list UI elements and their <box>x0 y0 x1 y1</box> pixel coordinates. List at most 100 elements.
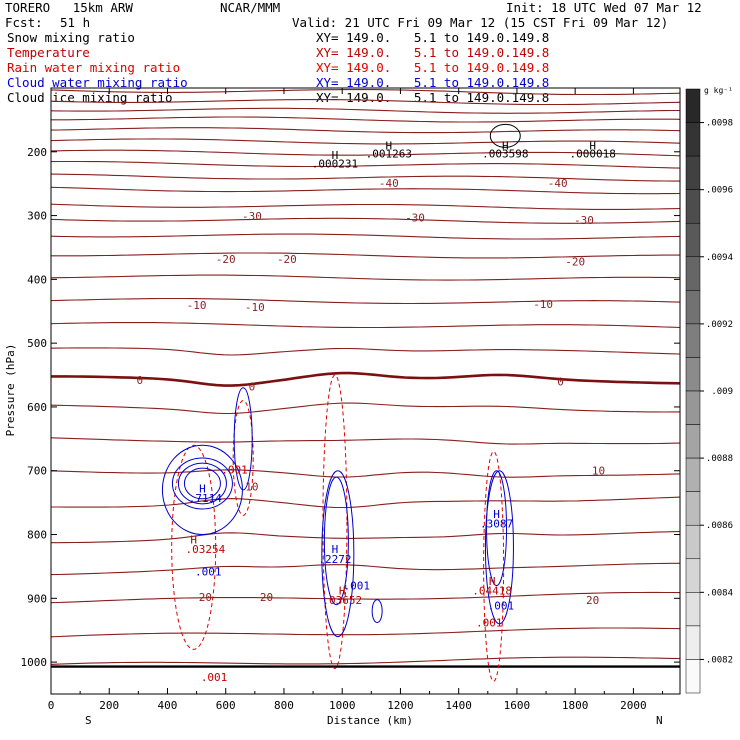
temperature-contour <box>51 233 680 240</box>
temperature-contour <box>51 127 680 134</box>
temperature-label: -20 <box>565 256 585 269</box>
x-axis: 0 200 400 600 800 1000 1200 1400 1600 1800 2000 <box>48 88 664 712</box>
y-tick-label: 900 <box>27 592 47 605</box>
extremum-value: .003598 <box>482 148 528 161</box>
colorbar-swatch <box>685 457 701 492</box>
organization: NCAR/MMM <box>220 0 281 15</box>
cloud-water-contour <box>171 457 233 510</box>
cloud-water-contour <box>177 462 227 505</box>
colorbar-swatch <box>685 155 701 190</box>
legend-snow: Snow mixing ratio <box>7 30 135 45</box>
high-marker: H <box>493 508 500 521</box>
temperature-contour <box>51 562 680 576</box>
temperature-label: -20 <box>216 253 236 266</box>
high-marker: H <box>589 139 596 152</box>
x-tick-label: 1400 <box>445 699 472 712</box>
temperature-contour <box>51 437 680 445</box>
colorbar-swatch <box>685 189 701 224</box>
colorbar-swatch <box>685 424 701 459</box>
colorbar-swatch <box>685 357 701 392</box>
rain-water-contour <box>322 374 348 669</box>
extremum-value: .000018 <box>569 148 615 161</box>
colorbar-tick-label: .0092 <box>706 320 733 330</box>
temperature-label: 0 <box>557 375 564 388</box>
cloud-water-contour <box>484 470 514 625</box>
colorbar-tick-label: .0094 <box>706 253 733 263</box>
temperature-contour <box>51 322 680 329</box>
temperature-contour <box>51 274 680 281</box>
colorbar-swatch <box>685 592 701 627</box>
cloud-ice-contour <box>489 123 521 148</box>
x-tick-label: 1600 <box>504 699 531 712</box>
temperature-label: 10 <box>245 481 258 494</box>
temperature-contour <box>51 160 680 169</box>
temperature-contour <box>51 99 680 106</box>
temperature-label: -20 <box>277 253 297 266</box>
colorbar-swatch <box>685 524 701 560</box>
legend-snow-xy: XY= 149.0. 5.1 to 149.0.149.8 <box>316 30 550 45</box>
temperature-contour <box>51 496 680 509</box>
high-marker: H <box>502 139 509 152</box>
rain-water-contour <box>232 400 254 516</box>
temperature-label: 20 <box>586 594 599 607</box>
temperature-contour <box>51 371 680 387</box>
y-tick-label: 600 <box>27 401 47 414</box>
colorbar-swatch <box>685 659 701 694</box>
high-marker: H <box>332 149 339 162</box>
temperature-contour <box>51 89 680 96</box>
legend-cloud-water: Cloud water mixing ratio <box>7 75 188 90</box>
extremum-value: .001 <box>201 671 228 684</box>
chart-header: TORERO 15km ARW NCAR/MMM Init: 18 UTC We… <box>0 0 740 105</box>
temperature-contour <box>51 217 680 224</box>
y-tick-label: 200 <box>27 146 47 159</box>
colorbar-swatch <box>685 256 701 291</box>
temperature-label: -30 <box>574 214 594 227</box>
colorbar-swatch <box>685 122 701 157</box>
temperature-contour <box>51 530 680 544</box>
colorbar-unit: g kg⁻¹ <box>704 86 733 95</box>
temperature-contour <box>51 347 680 356</box>
extremum-value: .3087 <box>480 518 513 531</box>
rain-water-contour <box>483 451 505 682</box>
colorbar: .0098 .0096 .0094 .0092 .009 .0088 .0086 .0084.… <box>685 88 733 694</box>
extremum-value: .001263 <box>366 148 412 161</box>
temperature-label: -10 <box>245 301 265 314</box>
temperature-label: -30 <box>405 211 425 224</box>
colorbar-swatch <box>685 558 701 593</box>
temperature-contour <box>51 402 680 415</box>
extremum-value: .001 <box>344 580 371 593</box>
temperature-label: 0 <box>137 374 144 387</box>
x-tick-label: 1800 <box>562 699 589 712</box>
temperature-contour <box>51 656 680 665</box>
colorbar-swatch <box>685 222 701 258</box>
temperature-contour <box>51 186 680 195</box>
forecast-hour: 51 h <box>60 15 91 30</box>
legend-temperature-xy: XY= 149.0. 5.1 to 149.0.149.8 <box>316 45 550 60</box>
y-tick-label: 500 <box>27 337 47 350</box>
colorbar-swatch <box>685 290 701 325</box>
temperature-label: -30 <box>242 210 262 223</box>
colorbar-swatch <box>685 625 701 660</box>
extremum-value: .001 <box>476 617 503 630</box>
temperature-contour <box>51 469 680 478</box>
temperature-label: -40 <box>379 177 399 190</box>
colorbar-tick-label: .0096 <box>706 186 733 196</box>
extremum-value: .2272 <box>318 553 351 566</box>
legend-rain: Rain water mixing ratio <box>7 60 181 75</box>
x-tick-label: 1000 <box>329 699 356 712</box>
extremum-value: .04418 <box>472 585 512 598</box>
x-tick-label: 1200 <box>387 699 414 712</box>
colorbar-tick-label: .009 <box>711 387 733 397</box>
legend-cloud-ice: Cloud ice mixing ratio <box>7 90 173 105</box>
temperature-label: -40 <box>548 177 568 190</box>
extremum-value: .001 <box>221 463 248 476</box>
temperature-contour <box>51 627 680 638</box>
forecast-label: Fcst: <box>5 15 43 30</box>
temperature-label: 20 <box>199 591 212 604</box>
y-tick-label: 400 <box>27 273 47 286</box>
plot-frame <box>50 87 681 695</box>
legend-cloud-water-xy: XY= 149.0. 5.1 to 149.0.149.8 <box>316 75 550 90</box>
high-marker: H <box>199 483 206 496</box>
high-marker: H <box>489 575 496 588</box>
